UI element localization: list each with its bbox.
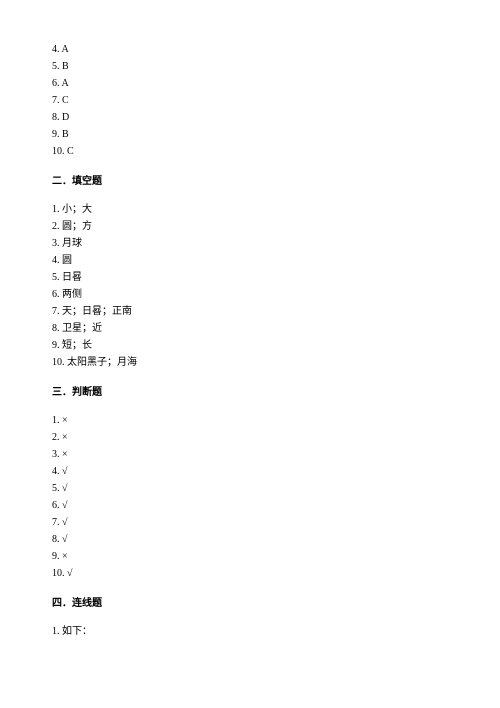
- answers-top-list: 4. A 5. B 6. A 7. C 8. D 9. B 10. C: [52, 42, 448, 160]
- item-text: 4: [52, 44, 57, 55]
- item-text: 8: [52, 112, 57, 123]
- item-text: 10: [52, 146, 62, 157]
- answer-item: 7. C: [52, 93, 448, 109]
- section-4-title: 四．连线题: [52, 596, 448, 612]
- fill-item: 3. 月球: [52, 236, 448, 252]
- fill-item: 2. 圆；方: [52, 219, 448, 235]
- item-val: A: [61, 44, 68, 55]
- item-val: B: [62, 129, 69, 140]
- judge-item: 9. ×: [52, 549, 448, 565]
- fill-item: 6. 两侧: [52, 287, 448, 303]
- judge-item: 5. √: [52, 481, 448, 497]
- judge-item: 3. ×: [52, 447, 448, 463]
- judge-item: 10. √: [52, 566, 448, 582]
- section-2-title: 二．填空题: [52, 174, 448, 190]
- fill-item: 8. 卫星；近: [52, 321, 448, 337]
- item-text: 7: [52, 95, 57, 106]
- section-4-list: 1. 如下：: [52, 624, 448, 640]
- answer-item: 4. A: [52, 42, 448, 58]
- item-val: C: [67, 146, 74, 157]
- section-3-title: 三．判断题: [52, 385, 448, 401]
- fill-item: 7. 天；日晷；正南: [52, 304, 448, 320]
- item-text: 5: [52, 61, 57, 72]
- judge-item: 4. √: [52, 464, 448, 480]
- judge-item: 2. ×: [52, 430, 448, 446]
- fill-item: 1. 小；大: [52, 202, 448, 218]
- answer-item: 10. C: [52, 144, 448, 160]
- answer-item: 9. B: [52, 127, 448, 143]
- item-val: A: [61, 78, 68, 89]
- link-item: 1. 如下：: [52, 624, 448, 640]
- section-3-list: 1. × 2. × 3. × 4. √ 5. √ 6. √ 7. √ 8. √ …: [52, 413, 448, 582]
- fill-item: 10. 太阳黑子；月海: [52, 355, 448, 371]
- item-val: D: [62, 112, 69, 123]
- answer-item: 8. D: [52, 110, 448, 126]
- fill-item: 9. 短；长: [52, 338, 448, 354]
- fill-item: 5. 日晷: [52, 270, 448, 286]
- fill-item: 4. 圆: [52, 253, 448, 269]
- item-text: 6: [52, 78, 57, 89]
- answer-item: 6. A: [52, 76, 448, 92]
- section-2-list: 1. 小；大 2. 圆；方 3. 月球 4. 圆 5. 日晷 6. 两侧 7. …: [52, 202, 448, 371]
- answer-item: 5. B: [52, 59, 448, 75]
- judge-item: 6. √: [52, 498, 448, 514]
- judge-item: 1. ×: [52, 413, 448, 429]
- judge-item: 8. √: [52, 532, 448, 548]
- item-val: B: [62, 61, 69, 72]
- item-text: 9: [52, 129, 57, 140]
- item-val: C: [62, 95, 69, 106]
- judge-item: 7. √: [52, 515, 448, 531]
